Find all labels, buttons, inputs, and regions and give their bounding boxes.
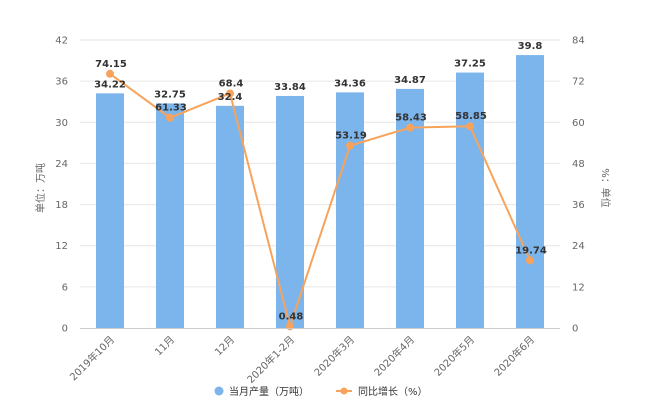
x-tick-label: 2020年4月 (371, 333, 417, 379)
bar (516, 55, 544, 328)
gridlines (80, 39, 560, 288)
y2-tick-label: 0 (572, 324, 578, 335)
bar-value-label: 34.22 (94, 79, 126, 90)
line-path (109, 72, 531, 330)
y-tick-label: 24 (55, 159, 68, 170)
data-labels: 34.22 32.75 32.4 33.84 34.36 34.87 37.25 39.8 74… (94, 41, 547, 322)
legend-line-label: 同比增长（%） (358, 385, 428, 398)
y-tick-label: 30 (55, 118, 68, 129)
x-tick-label: 2020年5月 (431, 333, 477, 379)
line-point (286, 322, 294, 331)
y-tick-label: 6 (62, 282, 68, 293)
legend: 当月产量（万吨） 同比增长（%） (214, 385, 428, 398)
x-tick-label: 2020年3月 (311, 333, 357, 379)
bar (336, 92, 364, 328)
y-tick-label: 36 (55, 77, 68, 88)
y2-tick-label: 60 (572, 118, 585, 129)
bar (216, 105, 244, 328)
line-point (106, 69, 114, 78)
y-axis-title: 单位：万吨 (34, 163, 47, 213)
axes: 0 6 12 18 24 30 36 42 0 12 24 36 48 60 72 84 2019年10月 11月… (55, 36, 584, 386)
bar-value-label: 34.36 (334, 78, 366, 89)
y-tick-label: 12 (55, 241, 68, 252)
y2-axis-title: %：单位 (599, 168, 612, 208)
line-value-label: 74.15 (95, 59, 127, 70)
bar-value-label: 32.75 (154, 89, 186, 100)
x-tick-label: 2020年6月 (491, 333, 537, 379)
line-value-label: 61.33 (155, 103, 187, 114)
y-tick-label: 18 (55, 200, 68, 211)
bar (96, 93, 124, 328)
x-tick-label: 11月 (153, 334, 178, 359)
line-value-label: 53.19 (335, 131, 367, 142)
y2-tick-label: 48 (572, 159, 585, 170)
line-point (226, 89, 234, 98)
legend-line-dot (340, 387, 348, 395)
line-point (526, 256, 534, 265)
bar-value-label: 39.8 (518, 41, 543, 52)
y2-tick-label: 12 (572, 282, 585, 293)
bar (156, 103, 184, 328)
line-value-label: 19.74 (515, 245, 547, 256)
legend-bar-label: 当月产量（万吨） (229, 385, 309, 398)
bar-value-label: 33.84 (274, 82, 306, 93)
x-tick-label: 12月 (213, 334, 238, 359)
line-point (166, 113, 174, 122)
line-value-label: 68.4 (219, 78, 244, 89)
bar-series (96, 55, 544, 329)
line-point (406, 123, 414, 132)
line-value-label: 58.43 (395, 113, 427, 124)
line-value-label: 58.85 (455, 111, 487, 122)
y2-tick-label: 84 (572, 36, 585, 47)
y-tick-label: 0 (62, 324, 68, 335)
y2-tick-label: 72 (572, 77, 585, 88)
y2-tick-label: 36 (572, 200, 585, 211)
x-tick-label: 2019年10月 (67, 333, 117, 383)
bar (456, 72, 484, 328)
x-tick-label: 2020年1-2月 (244, 333, 297, 386)
line-point (346, 141, 354, 150)
bar-value-label: 32.4 (218, 92, 243, 103)
bar-value-label: 34.87 (394, 75, 426, 86)
line-series (106, 69, 534, 331)
bar (276, 95, 304, 328)
y-tick-label: 42 (55, 36, 68, 47)
line-value-label: 0.48 (279, 311, 304, 322)
bar-value-label: 37.25 (454, 59, 486, 70)
y2-tick-label: 24 (572, 241, 585, 252)
legend-bar-marker (214, 386, 224, 396)
line-point (466, 122, 474, 131)
